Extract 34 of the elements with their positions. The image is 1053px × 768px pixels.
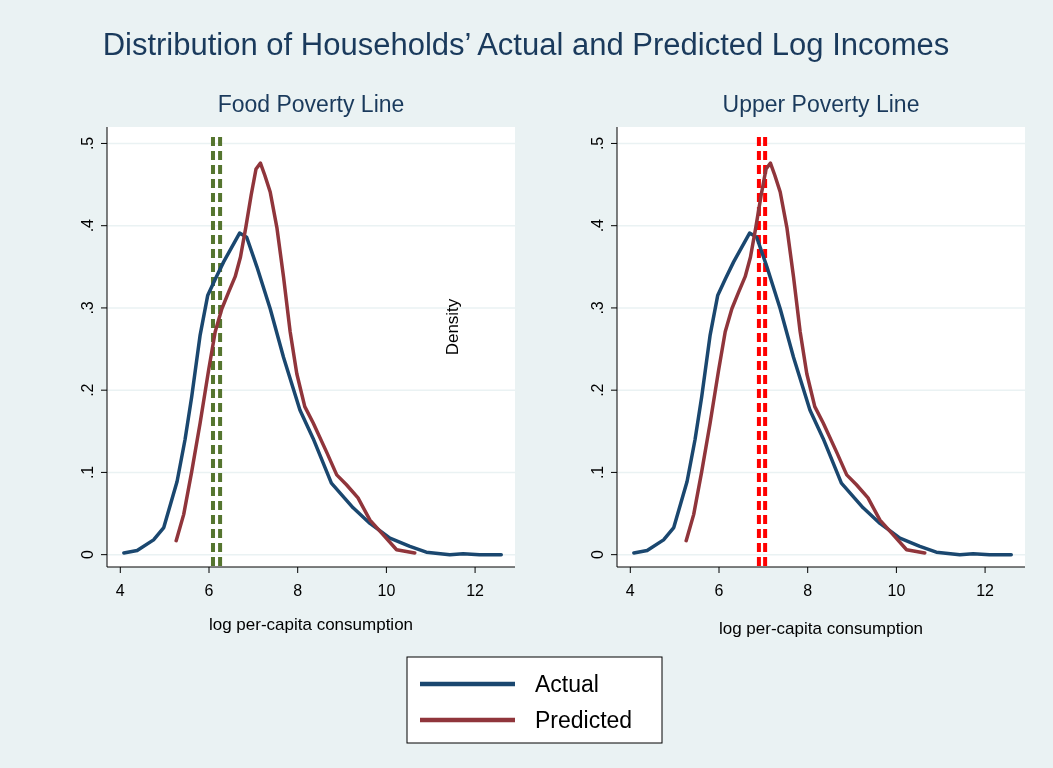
x-axis-title: log per-capita consumption (718, 619, 924, 638)
x-tick-label: 10 (377, 582, 396, 599)
x-tick-label: 4 (625, 582, 635, 599)
x-tick-label: 6 (204, 582, 214, 599)
line-series (684, 161, 927, 555)
y-tick-label: 0 (589, 550, 606, 560)
y-tick-label: .4 (79, 218, 96, 233)
chart-subtitle: Food Poverty Line (217, 91, 405, 117)
y-tick-label: .3 (589, 301, 606, 315)
y-tick-label: .4 (589, 218, 606, 233)
line-series (632, 231, 1013, 557)
x-tick-label: 8 (803, 582, 813, 599)
y-axis-title: Density (443, 298, 462, 356)
y-tick-label: .5 (79, 136, 96, 151)
y-tick-label: .3 (79, 301, 96, 315)
legend-label: Actual (535, 671, 599, 697)
x-tick-label: 4 (115, 582, 125, 599)
y-tick-label: 0 (79, 550, 96, 560)
y-tick-label: .1 (79, 465, 96, 480)
line-series (122, 231, 503, 557)
legend-label: Predicted (535, 707, 633, 733)
x-axis-title: log per-capita consumption (208, 615, 414, 634)
chart-title: Distribution of Households’ Actual and Predicted Log Incomes (102, 27, 950, 62)
x-tick-label: 6 (714, 582, 724, 599)
x-tick-label: 8 (293, 582, 303, 599)
y-tick-label: .2 (79, 383, 96, 397)
chart-subtitle: Upper Poverty Line (722, 91, 920, 117)
y-tick-label: .5 (589, 136, 606, 151)
x-tick-label: 10 (887, 582, 906, 599)
x-tick-label: 12 (466, 582, 485, 599)
line-series (174, 161, 417, 555)
y-tick-label: .1 (589, 465, 606, 480)
x-tick-label: 12 (976, 582, 995, 599)
y-tick-label: .2 (589, 383, 606, 397)
